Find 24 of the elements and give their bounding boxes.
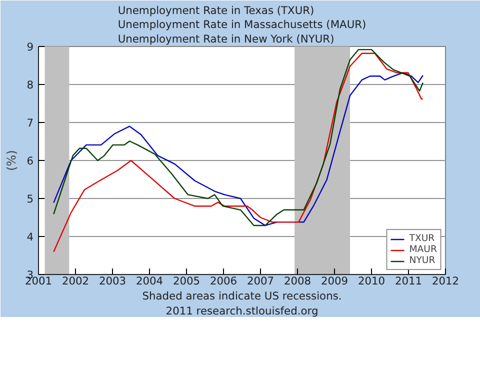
x-tick-label: 2009 — [320, 274, 348, 288]
x-tick-label: 2004 — [136, 274, 164, 288]
y-axis-title: (%) — [4, 150, 19, 171]
y-tick-label: 7 — [26, 116, 34, 130]
y-tick-label: 9 — [26, 40, 34, 54]
x-tick-label: 2008 — [284, 274, 312, 288]
x-tick-label: 2006 — [210, 274, 238, 288]
x-tick-label: 2003 — [98, 274, 126, 288]
y-tick-label: 5 — [26, 192, 34, 206]
legend-label: NYUR — [409, 255, 436, 266]
x-tick-label: 2012 — [432, 274, 460, 288]
text: 2011 research.stlouisfed.org — [166, 304, 318, 318]
legend-label: MAUR — [409, 244, 437, 255]
text: Shaded areas indicate US recessions. — [142, 290, 342, 302]
y-tick-label: 6 — [26, 154, 34, 168]
x-tick-label: 2011 — [394, 274, 422, 288]
x-tick-label: 2010 — [358, 274, 386, 288]
legend-label: TXUR — [409, 233, 435, 244]
x-tick-label: 2002 — [62, 274, 90, 288]
chart-title: Unemployment Rate in Texas (TXUR) Unemployment Rate in Massachusetts (MAUR) Unemployment Rate in New York (NYUR) — [118, 4, 366, 46]
y-tick-label: 8 — [26, 78, 34, 92]
x-tick-label: 2007 — [246, 274, 274, 288]
x-tick-label: 2005 — [172, 274, 200, 288]
y-tick-label: 4 — [26, 230, 34, 244]
